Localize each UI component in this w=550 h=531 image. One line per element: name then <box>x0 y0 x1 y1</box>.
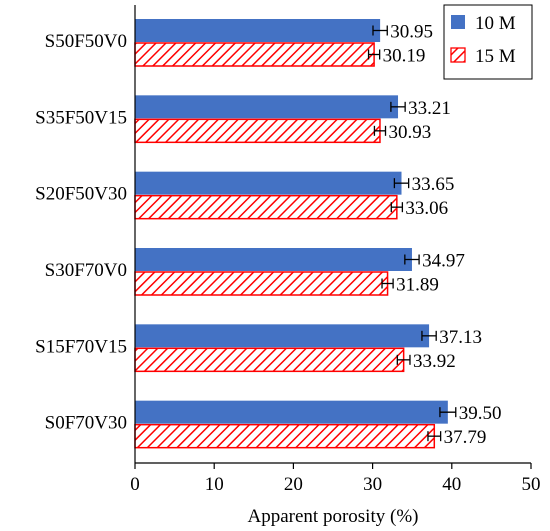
category-label: S15F70V15 <box>35 336 127 357</box>
bar-15m <box>134 423 436 449</box>
category-label: S50F50V0 <box>45 31 127 52</box>
legend-swatch-15m <box>450 47 466 63</box>
bar-15m <box>134 347 405 373</box>
value-label: 37.79 <box>444 427 487 448</box>
x-tick-label: 30 <box>363 474 382 495</box>
value-label: 33.65 <box>412 174 455 195</box>
x-tick-label: 10 <box>205 474 224 495</box>
bar-10m <box>135 171 402 195</box>
value-label: 30.19 <box>383 46 426 67</box>
legend-label-10m: 10 M <box>475 13 516 34</box>
bar-15m <box>134 271 389 296</box>
plot-area: 30.95 30.19 S50F50V0 33.21 30.93 S35F50V15 33.… <box>35 4 541 527</box>
value-label: 31.89 <box>396 275 439 296</box>
bar-10m <box>135 95 399 119</box>
bar-10m <box>135 400 448 424</box>
x-tick-label: 50 <box>522 474 541 495</box>
value-label: 30.95 <box>390 22 433 43</box>
value-label: 33.21 <box>408 98 451 119</box>
legend-label-15m: 15 M <box>475 46 516 67</box>
category-label: S30F70V0 <box>45 260 127 281</box>
x-tick-label: 0 <box>130 474 140 495</box>
x-axis-title: Apparent porosity (%) <box>248 506 419 527</box>
x-tick-label: 20 <box>284 474 303 495</box>
bar-15m <box>134 42 375 67</box>
bar-15m <box>134 194 398 220</box>
value-label: 34.97 <box>422 251 465 272</box>
value-label: 30.93 <box>389 122 432 143</box>
category-label: S35F50V15 <box>35 107 127 128</box>
legend-swatch-10m <box>451 15 465 29</box>
category-label: S20F50V30 <box>35 184 127 205</box>
category-label: S0F70V30 <box>45 413 127 434</box>
value-label: 33.92 <box>413 351 456 372</box>
bar-15m <box>134 118 381 144</box>
bar-10m <box>135 248 412 271</box>
value-label: 39.50 <box>459 403 502 424</box>
bar-10m <box>135 19 381 42</box>
x-tick-label: 40 <box>442 474 461 495</box>
value-label: 37.13 <box>439 327 482 348</box>
bar-10m <box>135 324 430 348</box>
value-label: 33.06 <box>405 198 448 219</box>
